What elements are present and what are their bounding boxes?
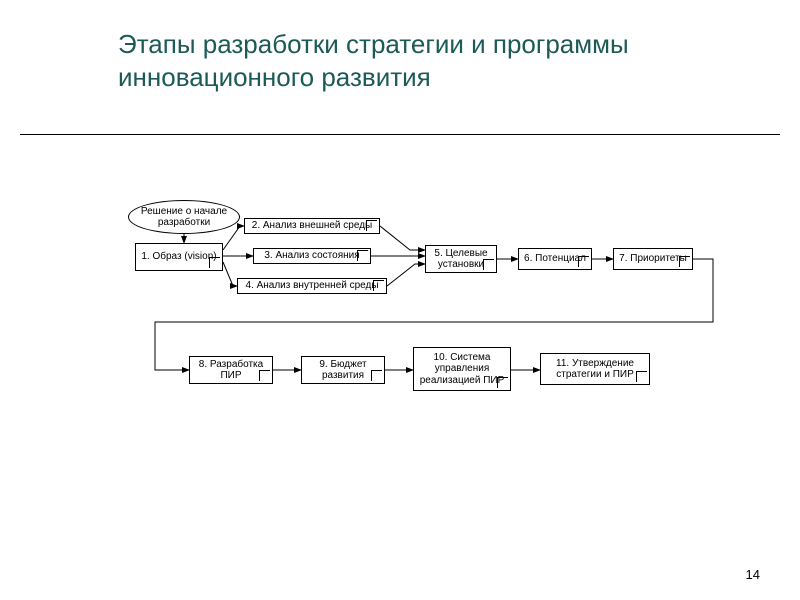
flowchart-node-n8: 8. Разработка ПИР <box>189 356 273 384</box>
flowchart: Решение о начале разработки 1. Образ (vis… <box>0 0 800 600</box>
flowchart-node-start: Решение о начале разработки <box>128 200 240 234</box>
flowchart-edge-n4-n5 <box>387 264 425 286</box>
page: Этапы разработки стратегии и программы и… <box>0 0 800 600</box>
flowchart-edge-n2-n5 <box>380 226 425 250</box>
flowchart-arrows <box>0 0 800 600</box>
flowchart-node-n9: 9. Бюджет развития <box>301 356 385 384</box>
flowchart-node-n5: 5. Целевые установки <box>425 245 497 273</box>
flowchart-edge-n1-n4 <box>223 262 237 286</box>
flowchart-edge-n1-n2 <box>223 226 244 250</box>
flowchart-node-n6: 6. Потенциал <box>518 248 592 270</box>
flowchart-node-n2: 2. Анализ внешней среды <box>244 218 380 234</box>
flowchart-node-n3: 3. Анализ состояния <box>253 248 371 264</box>
page-number: 14 <box>746 567 760 582</box>
flowchart-node-n10: 10. Система управления реализацией ПИР <box>413 347 511 391</box>
flowchart-node-n4: 4. Анализ внутренней среды <box>237 278 387 294</box>
flowchart-node-n1: 1. Образ (vision) <box>135 243 223 271</box>
flowchart-node-n7: 7. Приоритеты <box>613 248 693 270</box>
flowchart-node-n11: 11. Утверждение стратегии и ПИР <box>540 353 650 385</box>
